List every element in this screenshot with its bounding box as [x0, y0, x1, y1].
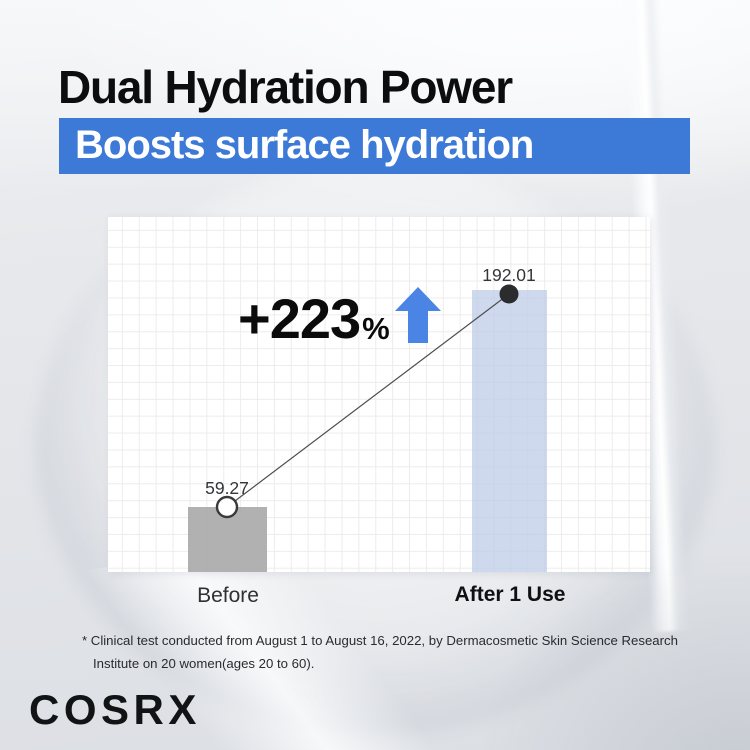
- bar-chart-panel: 59.27 192.01 +223 %: [108, 217, 650, 572]
- percent-change-callout: +223 %: [238, 286, 441, 350]
- page-title: Dual Hydration Power: [58, 61, 513, 113]
- percent-change-value: +223: [238, 286, 361, 350]
- footnote-line-2: Institute on 20 women(ages 20 to 60).: [93, 656, 315, 671]
- footnote-line-1: * Clinical test conducted from August 1 …: [82, 633, 678, 648]
- trend-connector-graphic: [215, 284, 519, 519]
- category-label-after: After 1 Use: [454, 583, 566, 606]
- after-value-label: 192.01: [482, 265, 536, 285]
- percent-sign: %: [362, 311, 390, 347]
- arrow-up-icon: [394, 287, 441, 343]
- claim-banner: Boosts surface hydration: [59, 118, 690, 174]
- before-data-point-marker: [215, 495, 239, 519]
- category-label-before: Before: [197, 584, 259, 607]
- brand-logo: COSRX: [29, 686, 201, 733]
- after-data-point-marker: [499, 284, 519, 304]
- claim-banner-label: Boosts surface hydration: [75, 122, 534, 167]
- before-value-label: 59.27: [205, 478, 249, 498]
- clinical-test-footnote: * Clinical test conducted from August 1 …: [82, 629, 692, 675]
